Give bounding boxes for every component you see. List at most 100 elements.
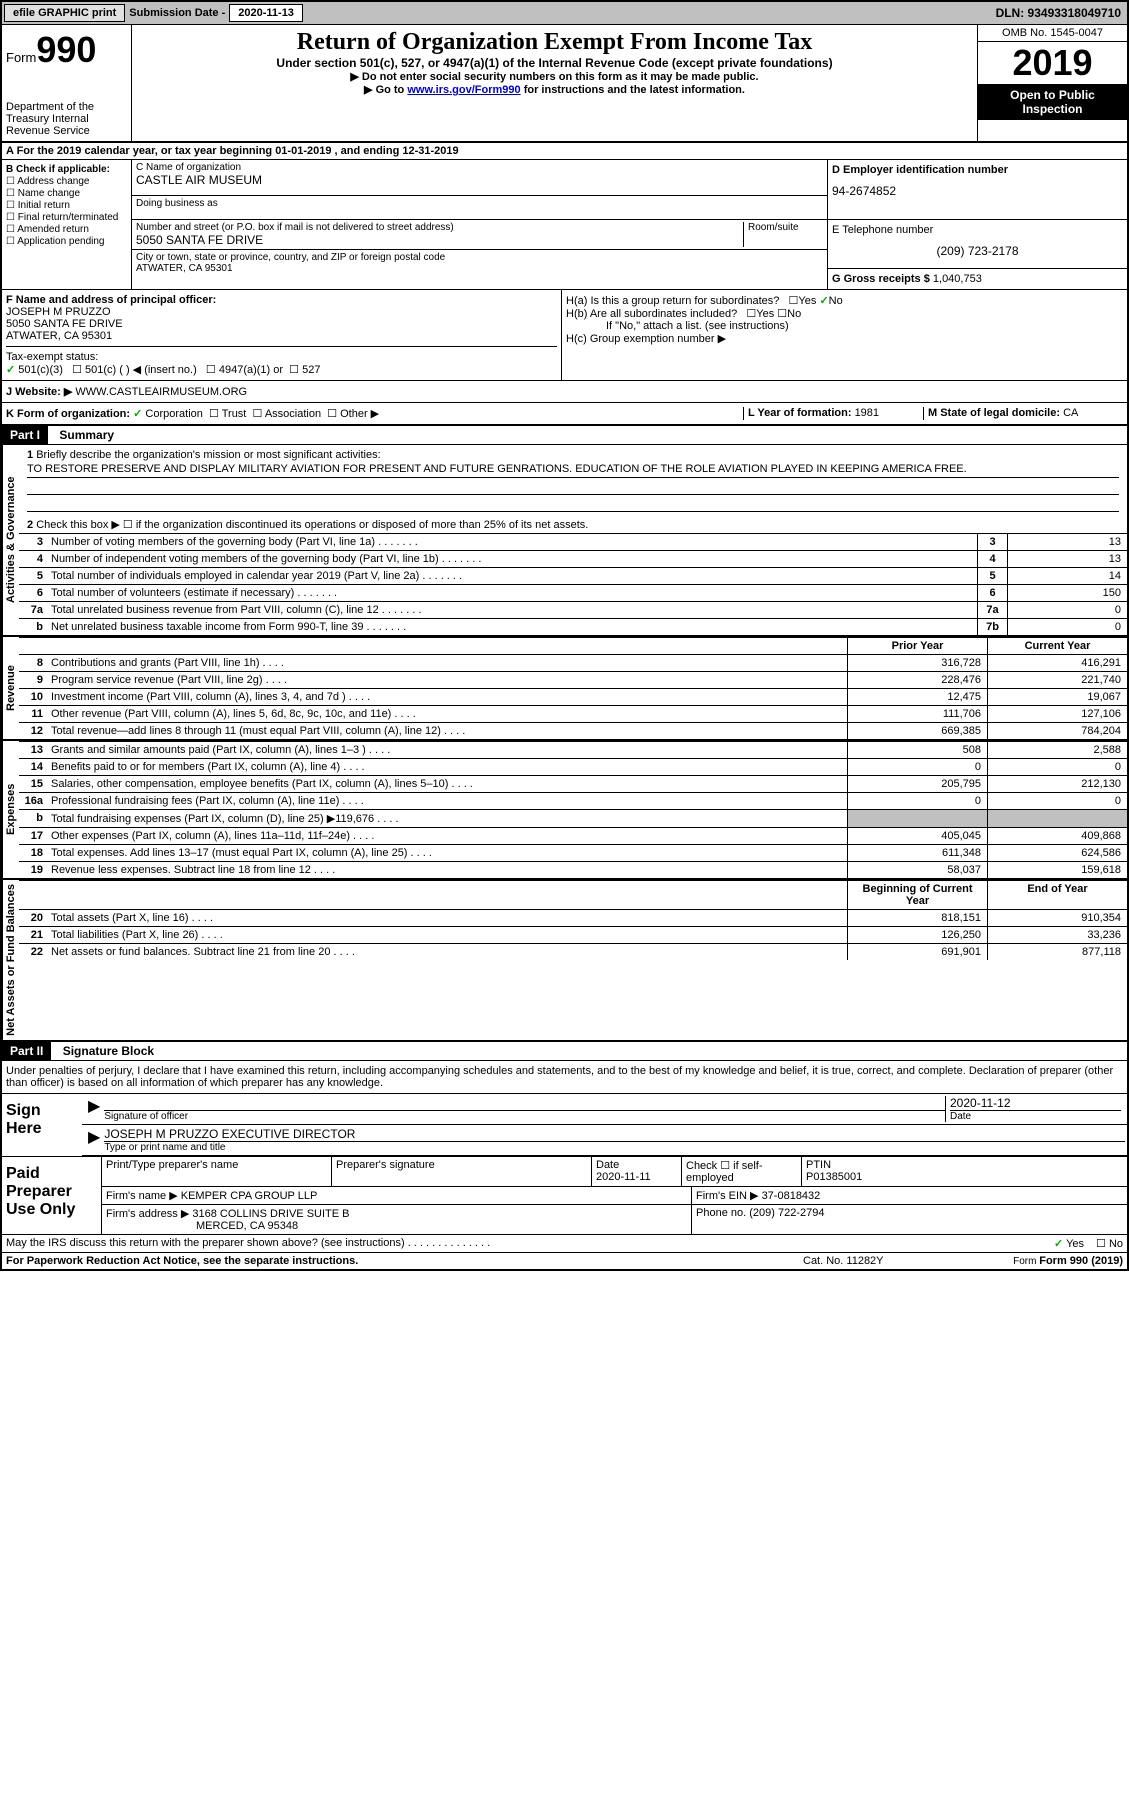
col-right: D Employer identification number 94-2674… <box>827 160 1127 289</box>
begin-header: Beginning of Current Year <box>847 881 987 909</box>
b-label: B Check if applicable: <box>6 164 127 175</box>
rev-content: Prior Year Current Year 8Contributions a… <box>19 637 1127 739</box>
end-header: End of Year <box>987 881 1127 909</box>
table-row: 3Number of voting members of the governi… <box>19 533 1127 550</box>
table-row: 12Total revenue—add lines 8 through 11 (… <box>19 722 1127 739</box>
receipts-value: 1,040,753 <box>933 273 982 285</box>
part1-bar: Part I Summary <box>2 426 1127 445</box>
table-row: 15Salaries, other compensation, employee… <box>19 775 1127 792</box>
paid-line-1: Print/Type preparer's name Preparer's si… <box>102 1157 1127 1187</box>
rev-header: Prior Year Current Year <box>19 637 1127 654</box>
firm-ein: Firm's EIN ▶ 37-0818432 <box>692 1187 1127 1204</box>
ein-value: 94-2674852 <box>832 184 1123 198</box>
prep-name-label: Print/Type preparer's name <box>102 1157 332 1186</box>
paid-line-2: Firm's name ▶ KEMPER CPA GROUP LLP Firm'… <box>102 1187 1127 1205</box>
omb-number: OMB No. 1545-0047 <box>978 25 1127 42</box>
officer-city: ATWATER, CA 95301 <box>6 330 557 342</box>
form-number: 990 <box>36 29 96 70</box>
officer-addr: 5050 SANTA FE DRIVE <box>6 318 557 330</box>
city-box: City or town, state or province, country… <box>132 250 827 276</box>
line-a: A For the 2019 calendar year, or tax yea… <box>2 143 1127 160</box>
tax-year: 2019 <box>978 42 1127 84</box>
sign-here-row: Sign Here ▶ Signature of officer 2020-11… <box>2 1093 1127 1156</box>
chk-pending[interactable]: ☐ Application pending <box>6 236 127 247</box>
gov-vlabel: Activities & Governance <box>2 445 19 635</box>
section-b: B Check if applicable: ☐ Address change … <box>2 160 1127 290</box>
sig-date: 2020-11-12 Date <box>945 1096 1125 1122</box>
org-city: ATWATER, CA 95301 <box>136 263 823 274</box>
part1-title: Summary <box>51 426 122 444</box>
receipts-box: G Gross receipts $ 1,040,753 <box>828 268 1127 289</box>
discuss-no[interactable]: ☐ No <box>1096 1237 1123 1250</box>
subtitle-3: ▶ Go to www.irs.gov/Form990 for instruct… <box>136 83 973 96</box>
dln-number: DLN: 93493318049710 <box>996 6 1125 20</box>
receipts-label: G Gross receipts $ <box>832 273 933 285</box>
arrow-icon: ▶ <box>84 1127 104 1153</box>
subtitle-1: Under section 501(c), 527, or 4947(a)(1)… <box>136 56 973 70</box>
efile-button[interactable]: efile GRAPHIC print <box>4 4 125 22</box>
org-name-box: C Name of organization CASTLE AIR MUSEUM <box>132 160 827 196</box>
submission-label: Submission Date - <box>129 7 225 19</box>
ptin: PTINP01385001 <box>802 1157 1127 1186</box>
chk-corp[interactable] <box>133 408 142 420</box>
col-cd: C Name of organization CASTLE AIR MUSEUM… <box>132 160 827 289</box>
table-row: bTotal fundraising expenses (Part IX, co… <box>19 809 1127 827</box>
h-c: H(c) Group exemption number ▶ <box>566 332 1123 345</box>
chk-501c3[interactable] <box>6 364 15 376</box>
self-emp[interactable]: Check ☐ if self-employed <box>682 1157 802 1186</box>
discuss-yes[interactable]: Yes <box>1054 1237 1084 1250</box>
paid-preparer-row: Paid Preparer Use Only Print/Type prepar… <box>2 1156 1127 1234</box>
officer-name-field: JOSEPH M PRUZZO EXECUTIVE DIRECTOR Type … <box>104 1127 1125 1153</box>
arrow-icon: ▶ <box>84 1096 104 1122</box>
mission-text: TO RESTORE PRESERVE AND DISPLAY MILITARY… <box>27 461 1119 478</box>
right-box: OMB No. 1545-0047 2019 Open to Public In… <box>977 25 1127 141</box>
firm-addr: Firm's address ▶ 3168 COLLINS DRIVE SUIT… <box>102 1205 692 1234</box>
net-content: Beginning of Current Year End of Year 20… <box>19 880 1127 1040</box>
chk-name[interactable]: ☐ Name change <box>6 188 127 199</box>
governance-section: Activities & Governance 1 Briefly descri… <box>2 445 1127 635</box>
firm-phone: Phone no. (209) 722-2794 <box>692 1205 1127 1234</box>
chk-initial[interactable]: ☐ Initial return <box>6 200 127 211</box>
k-label: K Form of organization: <box>6 408 130 420</box>
officer-sig-field[interactable]: Signature of officer <box>104 1096 945 1122</box>
org-addr: 5050 SANTA FE DRIVE <box>136 233 743 247</box>
form-label: Form <box>6 50 36 65</box>
rev-vlabel: Revenue <box>2 637 19 739</box>
chk-final[interactable]: ☐ Final return/terminated <box>6 212 127 223</box>
ein-box: D Employer identification number 94-2674… <box>828 160 1127 220</box>
part1-header: Part I <box>2 426 48 444</box>
line-2: 2 Check this box ▶ ☐ if the organization… <box>19 516 1127 533</box>
dba-box: Doing business as <box>132 196 827 220</box>
table-row: 13Grants and similar amounts paid (Part … <box>19 741 1127 758</box>
m-box: M State of legal domicile: CA <box>923 407 1123 420</box>
penalties-text: Under penalties of perjury, I declare th… <box>2 1061 1127 1093</box>
room-label: Room/suite <box>748 222 823 233</box>
paid-label: Paid Preparer Use Only <box>2 1157 102 1234</box>
h-note: If "No," attach a list. (see instruction… <box>566 320 1123 332</box>
chk-address[interactable]: ☐ Address change <box>6 176 127 187</box>
ein-label: D Employer identification number <box>832 164 1123 176</box>
tax-status-label: Tax-exempt status: <box>6 351 98 363</box>
addr-box: Number and street (or P.O. box if mail i… <box>132 220 827 250</box>
org-name: CASTLE AIR MUSEUM <box>136 173 823 187</box>
paid-line-3: Firm's address ▶ 3168 COLLINS DRIVE SUIT… <box>102 1205 1127 1234</box>
submission-date: 2020-11-13 <box>229 4 303 22</box>
footer: For Paperwork Reduction Act Notice, see … <box>2 1252 1127 1269</box>
subtitle-2: ▶ Do not enter social security numbers o… <box>136 70 973 83</box>
table-row: 20Total assets (Part X, line 16) . . . .… <box>19 909 1127 926</box>
discuss-row: May the IRS discuss this return with the… <box>2 1234 1127 1252</box>
irs-link[interactable]: www.irs.gov/Form990 <box>407 84 520 96</box>
addr-label: Number and street (or P.O. box if mail i… <box>136 222 743 233</box>
phone-box: E Telephone number (209) 723-2178 <box>828 220 1127 268</box>
part2-title: Signature Block <box>55 1042 162 1060</box>
row-j: J Website: ▶ WWW.CASTLEAIRMUSEUM.ORG <box>2 381 1127 403</box>
website-url: WWW.CASTLEAIRMUSEUM.ORG <box>75 386 247 398</box>
table-row: 19Revenue less expenses. Subtract line 1… <box>19 861 1127 878</box>
expense-section: Expenses 13Grants and similar amounts pa… <box>2 739 1127 878</box>
chk-amended[interactable]: ☐ Amended return <box>6 224 127 235</box>
firm-name: Firm's name ▶ KEMPER CPA GROUP LLP <box>102 1187 692 1204</box>
h-a: H(a) Is this a group return for subordin… <box>566 294 1123 307</box>
dept-label: Department of the Treasury Internal Reve… <box>6 101 127 137</box>
footer-mid: Cat. No. 11282Y <box>803 1255 983 1267</box>
net-header: Beginning of Current Year End of Year <box>19 880 1127 909</box>
